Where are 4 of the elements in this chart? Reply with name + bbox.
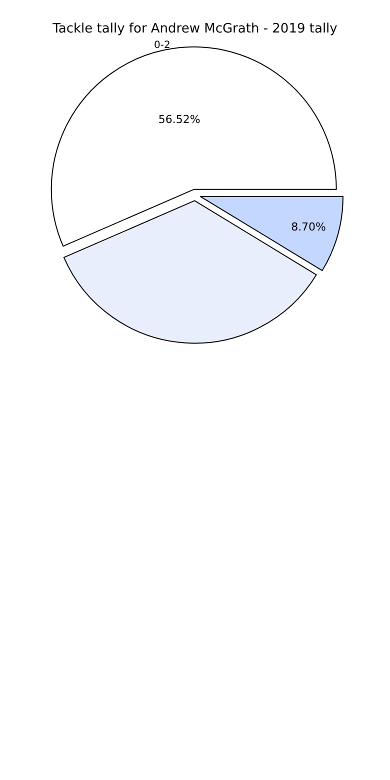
data-label: 8.70% <box>291 220 326 234</box>
chart-title: Tackle tally for Andrew McGrath - 2019 tally <box>52 22 338 36</box>
slice-label: 0-2 <box>154 40 170 51</box>
data-label: 56.52% <box>158 113 200 126</box>
